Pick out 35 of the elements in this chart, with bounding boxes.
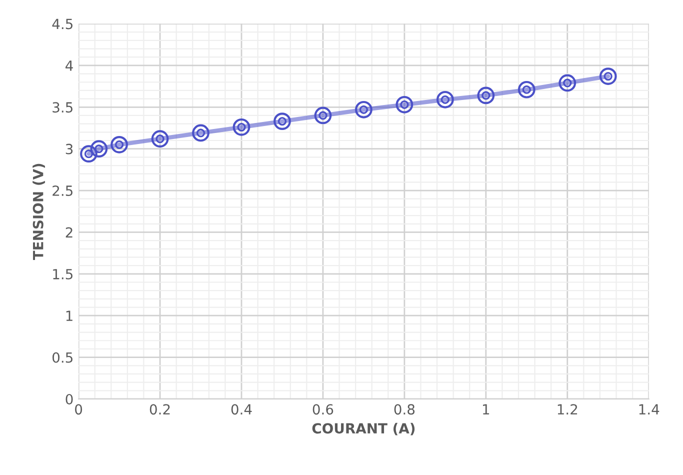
x-tick-label: 0.8 (394, 404, 415, 415)
point (599, 68, 617, 85)
y-tick-label: 3.5 (52, 102, 72, 113)
y-tick-label: 3 (66, 144, 73, 154)
point (232, 118, 250, 136)
x-tick-label: 0 (75, 404, 82, 415)
y-tick-label: 4.5 (52, 18, 72, 30)
y-axis-title: TENSION (V) (32, 164, 45, 260)
point (192, 124, 210, 142)
x-tick-label: 0.4 (231, 404, 252, 415)
point (80, 145, 98, 163)
y-tick-label: 0 (66, 394, 73, 404)
y-tick-label: 2 (66, 227, 72, 238)
point (90, 140, 108, 158)
x-tick-label: 0.6 (312, 404, 334, 415)
point (314, 106, 332, 124)
x-axis-title: COURANT (A) (312, 422, 415, 436)
point (477, 86, 495, 104)
y-tick-label: 1.5 (53, 269, 72, 280)
x-tick-label: 1.4 (639, 404, 660, 414)
point (396, 96, 414, 114)
x-tick-label: 1.2 (558, 404, 578, 414)
point (110, 136, 128, 154)
x-tick-label: 0.2 (150, 404, 170, 415)
point (355, 100, 372, 118)
point (558, 74, 576, 92)
y-tick-label: 1 (66, 310, 72, 321)
y-tick-label: 0.5 (52, 352, 72, 363)
point (518, 80, 536, 98)
point (436, 90, 454, 108)
point (274, 112, 291, 130)
y-tick-label: 4 (66, 60, 73, 71)
point (151, 130, 169, 148)
y-tick-label: 2.5 (52, 185, 72, 196)
x-tick-label: 1 (483, 404, 490, 414)
